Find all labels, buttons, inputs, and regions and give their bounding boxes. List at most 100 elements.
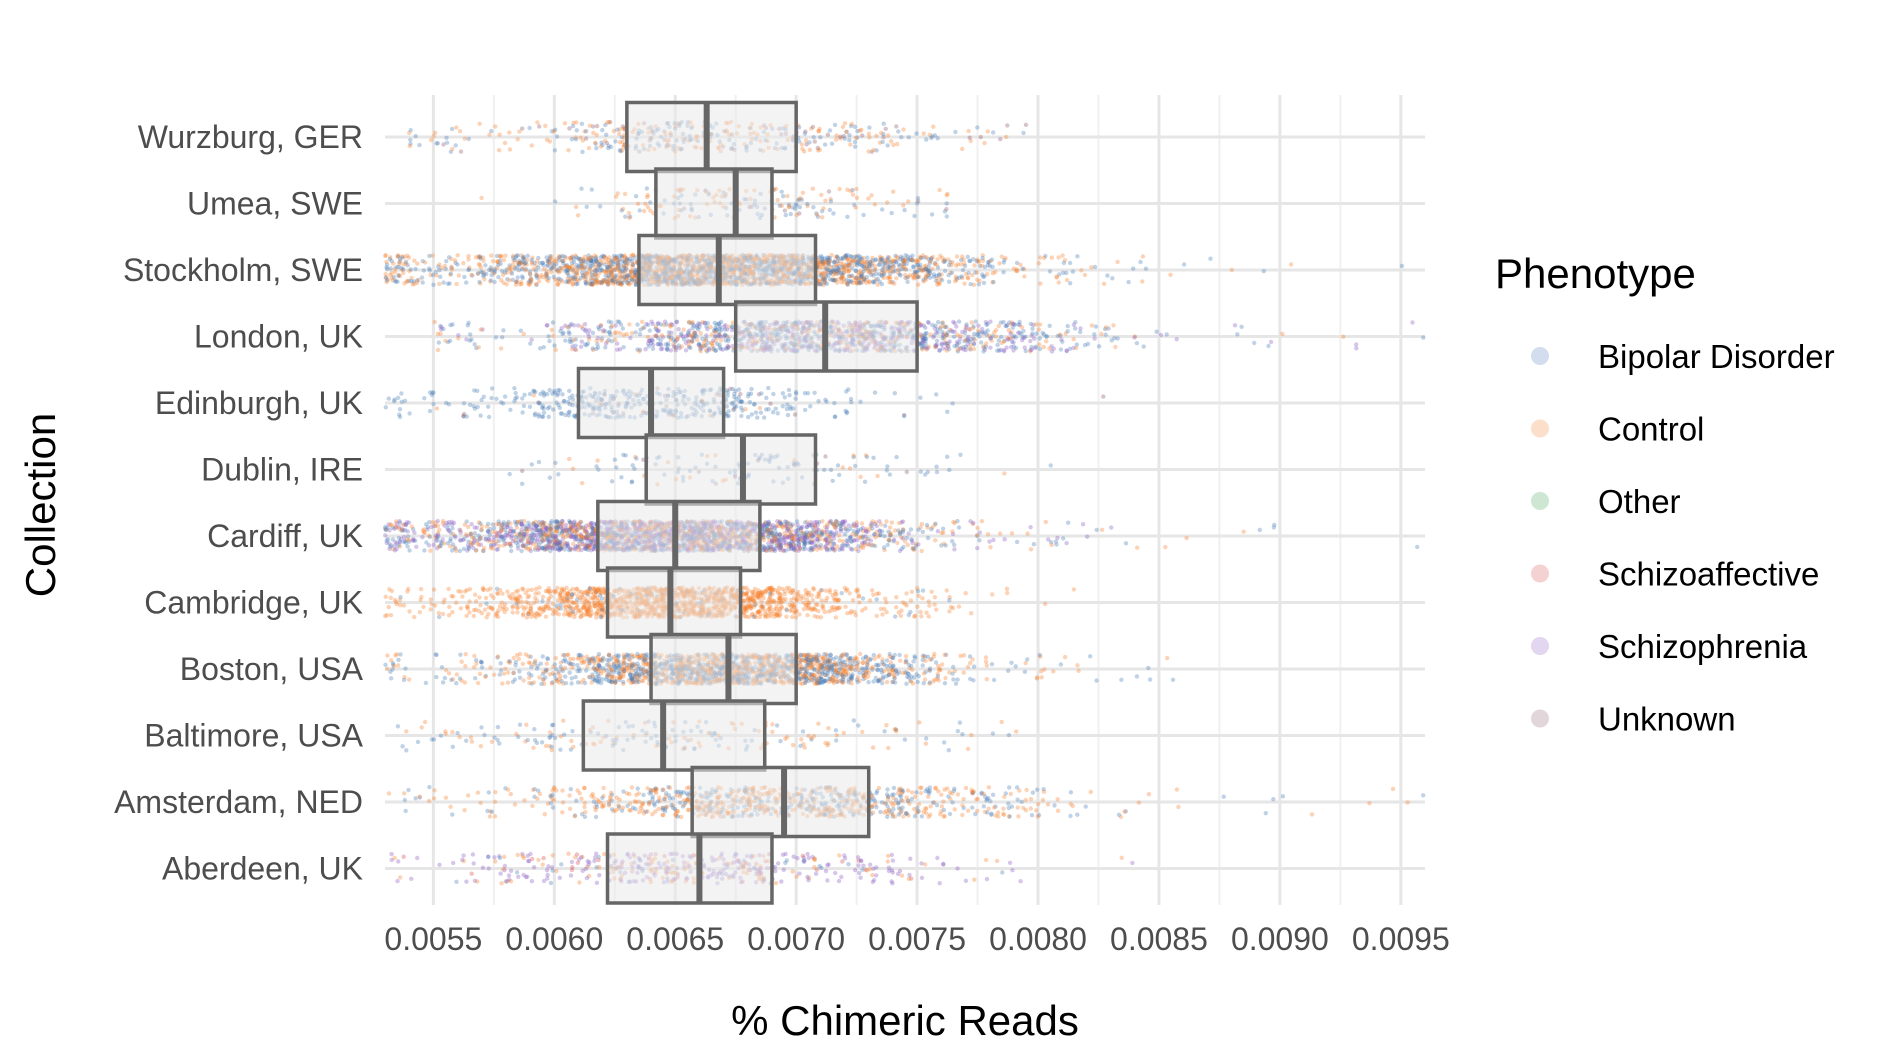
- data-point: [787, 393, 792, 398]
- data-point: [832, 277, 837, 283]
- data-point: [517, 129, 522, 134]
- data-point: [777, 203, 782, 208]
- data-point: [397, 412, 402, 417]
- data-point: [928, 258, 934, 263]
- data-point: [891, 189, 896, 194]
- data-point: [785, 412, 791, 418]
- data-point: [521, 403, 527, 409]
- data-point: [793, 396, 798, 401]
- data-point: [720, 347, 725, 352]
- data-point: [527, 404, 533, 409]
- data-point: [529, 143, 534, 148]
- data-point: [613, 323, 618, 328]
- data-point: [608, 119, 613, 125]
- data-point: [896, 262, 901, 267]
- data-point: [939, 278, 945, 283]
- data-point: [605, 268, 610, 274]
- data-point: [448, 322, 453, 328]
- data-point: [516, 262, 522, 267]
- data-point: [626, 281, 631, 286]
- data-point: [671, 337, 676, 342]
- data-point: [786, 204, 792, 209]
- data-point: [686, 319, 692, 325]
- data-point: [618, 253, 623, 258]
- data-point: [1004, 345, 1009, 350]
- data-point: [457, 129, 463, 134]
- data-point: [478, 327, 483, 332]
- data-point: [606, 120, 612, 125]
- data-point: [945, 409, 950, 414]
- data-point: [971, 336, 976, 341]
- data-point: [901, 203, 906, 208]
- data-point: [834, 254, 840, 259]
- data-point: [571, 323, 577, 328]
- data-point: [567, 126, 572, 131]
- data-point: [877, 262, 882, 267]
- data-point: [987, 263, 992, 269]
- data-point: [967, 258, 972, 264]
- data-point: [755, 415, 760, 420]
- data-point: [749, 386, 754, 392]
- data-point: [946, 279, 952, 284]
- data-point: [650, 346, 656, 351]
- data-point: [438, 331, 443, 336]
- data-point: [821, 276, 826, 281]
- data-point: [600, 279, 605, 284]
- data-point: [553, 277, 558, 282]
- data-point: [421, 268, 426, 273]
- data-point: [858, 254, 863, 260]
- data-point: [973, 319, 978, 324]
- data-point: [493, 335, 499, 340]
- data-point: [512, 386, 517, 391]
- data-point: [1049, 255, 1055, 260]
- data-point: [566, 413, 571, 418]
- data-point: [854, 195, 860, 200]
- data-point: [1113, 344, 1118, 350]
- data-point: [945, 191, 950, 197]
- data-point: [805, 203, 810, 209]
- data-point: [1033, 344, 1039, 350]
- data-point: [551, 407, 556, 412]
- data-point: [1131, 266, 1136, 271]
- data-point: [462, 411, 467, 417]
- data-point: [900, 255, 905, 261]
- data-point: [579, 121, 585, 127]
- data-point: [886, 274, 892, 280]
- data-point: [444, 140, 450, 145]
- data-point: [802, 149, 807, 154]
- data-point: [796, 125, 802, 130]
- data-point: [609, 272, 614, 277]
- data-point: [1004, 323, 1009, 329]
- data-point: [633, 273, 638, 278]
- data-point: [959, 274, 964, 279]
- data-point: [997, 348, 1002, 353]
- data-point: [603, 341, 609, 346]
- data-point: [665, 341, 671, 346]
- data-point: [525, 253, 530, 258]
- data-point: [396, 264, 401, 270]
- data-point: [1068, 281, 1073, 286]
- data-point: [853, 262, 858, 267]
- data-point: [534, 272, 539, 278]
- data-point: [880, 257, 885, 262]
- data-point: [930, 134, 935, 139]
- data-point: [995, 342, 1000, 348]
- data-point: [518, 260, 523, 265]
- data-point: [466, 136, 471, 142]
- data-point: [395, 395, 401, 400]
- data-point: [944, 214, 949, 219]
- data-point: [554, 267, 559, 272]
- data-point: [566, 278, 571, 284]
- data-point: [998, 320, 1004, 325]
- data-point: [779, 203, 784, 208]
- data-point: [1154, 329, 1159, 334]
- data-point: [702, 321, 707, 326]
- data-point: [466, 267, 472, 272]
- data-point: [412, 258, 417, 263]
- data-point: [968, 138, 973, 144]
- data-point: [947, 339, 952, 344]
- data-point: [1143, 266, 1149, 271]
- data-point: [1021, 130, 1026, 136]
- data-point: [641, 208, 647, 214]
- data-point: [606, 143, 611, 148]
